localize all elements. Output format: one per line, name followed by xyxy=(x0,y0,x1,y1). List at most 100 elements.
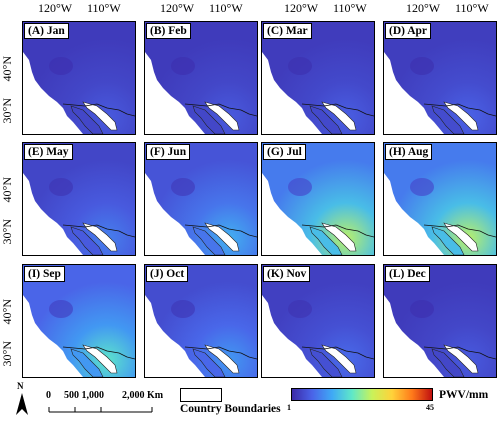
map-image xyxy=(23,265,135,377)
gulf-of-california xyxy=(204,222,240,252)
map-image xyxy=(23,143,135,255)
map-image xyxy=(145,265,257,377)
ocean-area xyxy=(145,173,205,255)
map-panel: (B) Feb xyxy=(144,21,258,135)
map-image xyxy=(384,143,496,255)
map-panel: (E) May xyxy=(22,142,136,256)
map-image xyxy=(145,22,257,134)
baja-peninsula xyxy=(431,226,465,255)
lat-tick-30n: 30°N xyxy=(0,341,14,367)
lat-tick-40n: 40°N xyxy=(0,56,14,82)
map-panel: (F) Jun xyxy=(144,142,258,256)
lon-tick-120w: 120°W xyxy=(160,1,195,15)
colorbar-min: 1 xyxy=(287,403,291,412)
ocean-area xyxy=(145,295,205,377)
baja-peninsula xyxy=(309,226,343,255)
colorbar xyxy=(291,388,433,401)
north-arrow: N xyxy=(14,381,30,415)
baja-peninsula xyxy=(192,226,226,255)
baja-peninsula xyxy=(70,226,104,255)
baja-peninsula xyxy=(70,348,104,377)
country-boundary xyxy=(423,103,496,117)
panel-label: (L) Dec xyxy=(385,266,430,282)
map-panel: (L) Dec xyxy=(383,264,497,378)
map-panel: (I) Sep xyxy=(22,264,136,378)
pwv-low-region xyxy=(49,178,73,196)
map-image xyxy=(262,22,374,134)
boundary-legend-swatch xyxy=(180,388,222,402)
map-image xyxy=(384,22,496,134)
gulf-of-california xyxy=(204,344,240,374)
panel-label: (E) May xyxy=(24,144,73,160)
panel-label: (I) Sep xyxy=(24,266,65,282)
lon-tick-110w: 110°W xyxy=(333,1,367,15)
gulf-of-california xyxy=(204,101,240,131)
ocean-area xyxy=(145,52,205,134)
country-boundary xyxy=(62,224,135,238)
pwv-low-region xyxy=(288,300,312,318)
scale-tick-500-1000: 500 1,000 xyxy=(64,390,104,401)
map-panel: (J) Oct xyxy=(144,264,258,378)
panel-label: (J) Oct xyxy=(146,266,189,282)
lon-tick-120w: 120°W xyxy=(406,1,441,15)
map-image xyxy=(384,265,496,377)
ocean-area xyxy=(23,52,83,134)
panel-label: (B) Feb xyxy=(146,23,191,39)
north-label: N xyxy=(17,381,24,391)
panel-label: (A) Jan xyxy=(24,23,69,39)
map-image xyxy=(262,143,374,255)
colorbar-max: 45 xyxy=(426,403,434,412)
map-panel: (D) Apr xyxy=(383,21,497,135)
lat-tick-30n: 30°N xyxy=(0,219,14,245)
panel-label: (G) Jul xyxy=(263,144,306,160)
baja-peninsula xyxy=(431,105,465,134)
ocean-area xyxy=(262,295,322,377)
map-image xyxy=(145,143,257,255)
pwv-low-region xyxy=(49,300,73,318)
ocean-area xyxy=(23,295,83,377)
baja-peninsula xyxy=(192,105,226,134)
baja-peninsula xyxy=(309,105,343,134)
panel-label: (H) Aug xyxy=(385,144,433,160)
lon-tick-110w: 110°W xyxy=(209,1,243,15)
pwv-low-region xyxy=(171,300,195,318)
map-panel: (A) Jan xyxy=(22,21,136,135)
panel-label: (D) Apr xyxy=(385,23,432,39)
baja-peninsula xyxy=(431,348,465,377)
ocean-area xyxy=(384,52,444,134)
gulf-of-california xyxy=(82,101,118,131)
country-boundary xyxy=(184,224,257,238)
lon-tick-110w: 110°W xyxy=(455,1,489,15)
lon-tick-120w: 120°W xyxy=(38,1,73,15)
pwv-low-region xyxy=(410,300,434,318)
gulf-of-california xyxy=(321,344,357,374)
gulf-of-california xyxy=(82,344,118,374)
lat-tick-40n: 40°N xyxy=(0,177,14,203)
map-panel: (G) Jul xyxy=(261,142,375,256)
pwv-low-region xyxy=(410,57,434,75)
pwv-low-region xyxy=(171,178,195,196)
lat-tick-30n: 30°N xyxy=(0,98,14,124)
country-boundary xyxy=(184,103,257,117)
scale-tick-2000: 2,000 Km xyxy=(122,390,164,401)
gulf-of-california xyxy=(321,222,357,252)
scale-bar: 0 500 1,000 2,000 Km xyxy=(44,390,184,420)
map-panel: (K) Nov xyxy=(261,264,375,378)
ocean-area xyxy=(23,173,83,255)
map-panel: (H) Aug xyxy=(383,142,497,256)
panel-label: (F) Jun xyxy=(146,144,191,160)
country-boundary xyxy=(301,224,374,238)
lon-tick-120w: 120°W xyxy=(284,1,319,15)
gulf-of-california xyxy=(321,101,357,131)
country-boundary xyxy=(301,103,374,117)
gulf-of-california xyxy=(443,222,479,252)
country-boundary xyxy=(301,346,374,360)
map-image xyxy=(23,22,135,134)
pwv-low-region xyxy=(288,57,312,75)
ocean-area xyxy=(384,173,444,255)
pwv-low-region xyxy=(288,178,312,196)
baja-peninsula xyxy=(70,105,104,134)
ocean-area xyxy=(384,295,444,377)
panel-label: (K) Nov xyxy=(263,266,311,282)
lat-tick-40n: 40°N xyxy=(0,299,14,325)
